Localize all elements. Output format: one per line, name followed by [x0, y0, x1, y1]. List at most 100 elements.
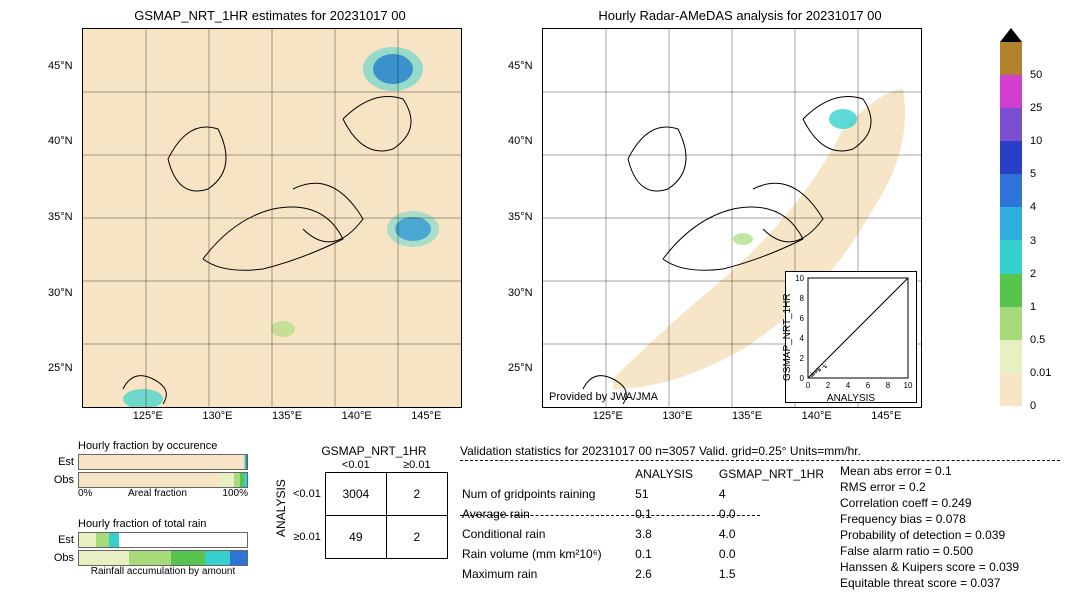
validation-row: Rain volume (mm km²10⁶)0.10.0 [462, 545, 838, 563]
occ-est-label: Est [48, 456, 78, 468]
occ-axis-right: 100% [222, 488, 248, 499]
axis-tick: 130°E [662, 410, 692, 422]
validation-score: Hanssen & Kuipers score = 0.039 [840, 559, 1060, 575]
hourly-total-panel: Hourly fraction of total rain Est Obs Ra… [48, 518, 248, 577]
colorbar-segment [1000, 373, 1022, 406]
bar-segment [119, 533, 247, 547]
colorbar-segment [1000, 240, 1022, 273]
axis-tick: 35°N [508, 211, 533, 223]
cont-row1: ≥0.01 [292, 516, 325, 559]
cont-row-header: ANALYSIS [270, 458, 292, 559]
colorbar-segment [1000, 141, 1022, 174]
tot-est-label: Est [48, 534, 78, 546]
svg-text:6: 6 [866, 381, 871, 390]
left-map-svg [83, 29, 461, 407]
left-map [82, 28, 462, 408]
occ-axis-label: Areal fraction [128, 488, 187, 499]
scatter-ylabel: GSMAP_NRT_1HR [782, 272, 793, 402]
validation-score: False alarm ratio = 0.500 [840, 543, 1060, 559]
colorbar-tick: 3 [1030, 235, 1036, 247]
bar-segment [79, 533, 96, 547]
colorbar-segment [1000, 108, 1022, 141]
bar-segment [79, 551, 129, 565]
validation-row: Num of gridpoints raining514 [462, 485, 838, 503]
bar-segment [234, 473, 241, 487]
validation-score: Probability of detection = 0.039 [840, 527, 1060, 543]
axis-tick: 35°N [48, 211, 73, 223]
axis-tick: 130°E [202, 410, 232, 422]
axis-tick: 45°N [508, 60, 533, 72]
colorbar-segment [1000, 75, 1022, 108]
validation-row: Average rain0.10.0 [462, 505, 838, 523]
validation-row: Maximum rain2.61.5 [462, 565, 838, 583]
cont-col0: <0.01 [325, 458, 386, 473]
tot-obs-label: Obs [48, 552, 78, 564]
colorbar-tick: 2 [1030, 268, 1036, 280]
scatter-inset: 0246810 0246810 ANALYSIS GSMAP_NRT_1HR [785, 271, 917, 403]
colorbar-segment [1000, 174, 1022, 207]
bar-segment [230, 551, 247, 565]
left-map-title: GSMAP_NRT_1HR estimates for 20231017 00 [80, 8, 460, 23]
contingency-panel: GSMAP_NRT_1HR ANALYSIS <0.01 ≥0.01 <0.01… [270, 444, 448, 559]
axis-tick: 145°E [871, 410, 901, 422]
bar-segment [246, 455, 247, 469]
axis-tick: 40°N [48, 135, 73, 147]
validation-score: RMS error = 0.2 [840, 479, 1060, 495]
colorbar-tick: 5 [1030, 168, 1036, 180]
bar-segment [96, 533, 109, 547]
validation-score: Correlation coeff = 0.249 [840, 495, 1060, 511]
hourly-occ-title: Hourly fraction by occurence [78, 440, 248, 452]
svg-text:4: 4 [846, 381, 851, 390]
bar-segment [244, 473, 247, 487]
validation-score: Mean abs error = 0.1 [840, 463, 1060, 479]
colorbar-segment [1000, 42, 1022, 75]
attribution: Provided by JWA/JMA [549, 391, 658, 403]
occ-obs-label: Obs [48, 474, 78, 486]
validation-panel: Validation statistics for 20231017 00 n=… [460, 444, 1060, 516]
colorbar-tick: 50 [1030, 69, 1042, 81]
axis-tick: 30°N [508, 287, 533, 299]
axis-tick: 125°E [133, 410, 163, 422]
bar-segment [171, 551, 205, 565]
svg-text:2: 2 [800, 354, 805, 363]
svg-text:6: 6 [800, 314, 805, 323]
axis-tick: 25°N [508, 362, 533, 374]
bar-segment [129, 551, 171, 565]
cont-row0: <0.01 [292, 473, 325, 516]
colorbar-tick: 0.01 [1030, 367, 1051, 379]
svg-text:8: 8 [800, 294, 805, 303]
right-map-title: Hourly Radar-AMeDAS analysis for 2023101… [540, 8, 940, 23]
colorbar-tick: 10 [1030, 135, 1042, 147]
cont-col-header: GSMAP_NRT_1HR [300, 444, 448, 458]
hourly-total-title: Hourly fraction of total rain [78, 518, 248, 530]
cont-cell-11: 2 [386, 516, 447, 559]
validation-row: Conditional rain3.84.0 [462, 525, 838, 543]
colorbar-tick: 1 [1030, 301, 1036, 313]
svg-text:10: 10 [795, 274, 804, 283]
right-map: Provided by JWA/JMA 0246810 0246810 ANAL… [542, 28, 922, 408]
svg-text:2: 2 [826, 381, 831, 390]
axis-tick: 140°E [342, 410, 372, 422]
colorbar-tick: 25 [1030, 102, 1042, 114]
validation-score: Frequency bias = 0.078 [840, 511, 1060, 527]
bar-segment [79, 473, 220, 487]
colorbar-segment [1000, 207, 1022, 240]
svg-text:0: 0 [800, 374, 805, 383]
axis-tick: 145°E [411, 410, 441, 422]
svg-text:4: 4 [800, 334, 805, 343]
bar-segment [205, 551, 230, 565]
cont-cell-01: 2 [386, 473, 447, 516]
val-colh-1: GSMAP_NRT_1HR [719, 465, 838, 483]
colorbar-tick: 0 [1030, 400, 1036, 412]
occ-axis-left: 0% [78, 488, 92, 499]
colorbar-tick: 4 [1030, 201, 1036, 213]
bar-segment [109, 533, 119, 547]
bar-segment [220, 473, 233, 487]
validation-title: Validation statistics for 20231017 00 n=… [460, 444, 1060, 458]
colorbar-segment [1000, 307, 1022, 340]
axis-tick: 40°N [508, 135, 533, 147]
axis-tick: 125°E [593, 410, 623, 422]
colorbar-segment [1000, 274, 1022, 307]
colorbar-tick: 0.5 [1030, 334, 1045, 346]
axis-tick: 140°E [802, 410, 832, 422]
